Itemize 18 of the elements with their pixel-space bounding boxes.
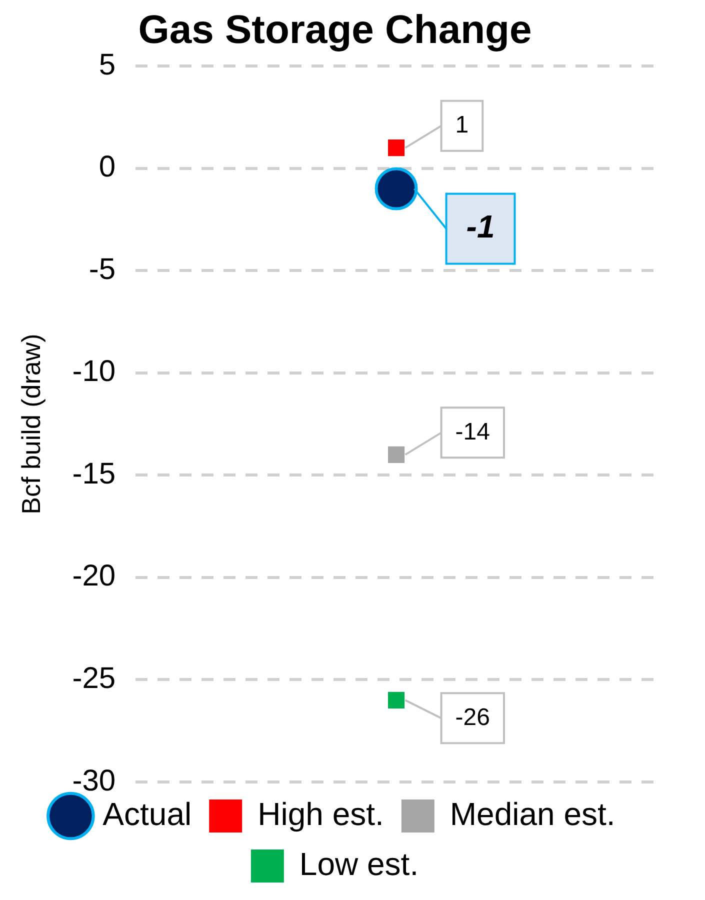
data-label: 1 (455, 111, 469, 138)
y-tick-label: 0 (98, 150, 116, 184)
legend-label: Low est. (299, 846, 419, 882)
y-tick-label: -20 (72, 560, 116, 593)
data-label: -26 (455, 704, 490, 731)
y-tick-label: -15 (72, 457, 116, 490)
y-tick-label: -25 (72, 662, 116, 695)
legend-label: High est. (258, 796, 384, 832)
legend-label: Median est. (450, 796, 616, 832)
data-label: -1 (466, 208, 495, 245)
y-tick-label: 5 (98, 48, 116, 82)
y-tick-label: -30 (72, 764, 116, 798)
y-axis-title: Bcf build (draw) (16, 334, 46, 514)
legend-label: Actual (102, 796, 192, 832)
y-tick-label: -10 (72, 355, 116, 388)
y-tick-label: -5 (88, 252, 116, 286)
chart-title: Gas Storage Change (138, 8, 532, 52)
data-label: -14 (455, 418, 490, 446)
